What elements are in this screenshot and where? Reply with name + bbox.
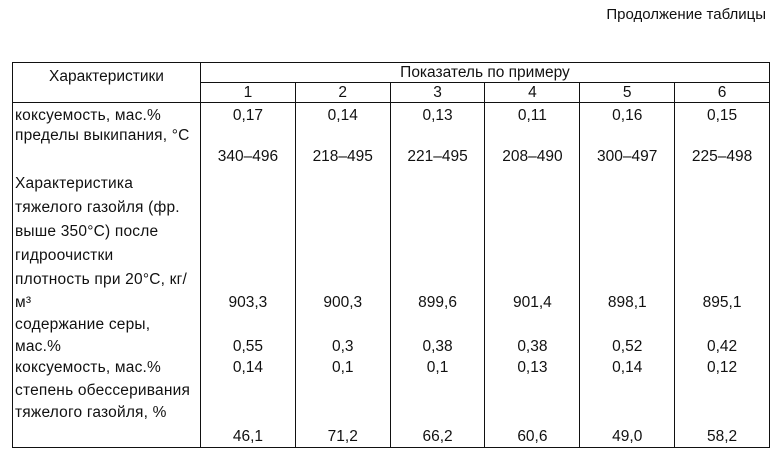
cell (389, 171, 486, 268)
continuation-caption: Продолжение таблицы (606, 6, 766, 23)
table-row: содержание серы, мас.% 0,55 0,3 0,38 0,3… (12, 313, 770, 358)
cell: 903,3 (200, 267, 296, 314)
cell: 0,38 (484, 313, 581, 358)
cell: 0,38 (389, 313, 486, 358)
cell (484, 171, 581, 268)
cell: 0,12 (674, 357, 770, 380)
cell: 0,1 (389, 357, 486, 380)
header-col-6: 6 (674, 82, 770, 103)
cell: 0,11 (484, 102, 581, 126)
cell: 208–490 (484, 125, 581, 172)
cell: 218–495 (294, 125, 391, 172)
table-row: Характеристика тяжелого газойля (фр. выш… (12, 171, 770, 268)
cell: 221–495 (389, 125, 486, 172)
row-label: Характеристика тяжелого газойля (фр. выш… (12, 171, 201, 268)
cell: 900,3 (294, 267, 391, 314)
cell: 0,52 (579, 313, 676, 358)
cell: 66,2 (389, 379, 486, 448)
table-row: коксуемость, мас.% 0,17 0,14 0,13 0,11 0… (12, 102, 770, 126)
cell: 0,15 (674, 102, 770, 126)
cell: 60,6 (484, 379, 581, 448)
table-row: степень обессеривания тяжелого газойля, … (12, 379, 770, 448)
header-group: Показатель по примеру (200, 62, 770, 83)
cell (579, 171, 676, 268)
cell: 0,17 (200, 102, 296, 126)
cell: 71,2 (294, 379, 391, 448)
cell: 0,1 (294, 357, 391, 380)
cell: 0,14 (294, 102, 391, 126)
cell: 0,42 (674, 313, 770, 358)
cell: 0,55 (200, 313, 296, 358)
cell: 899,6 (389, 267, 486, 314)
table-row: пределы выкипания, °С 340–496 218–495 22… (12, 125, 770, 172)
row-label: содержание серы, мас.% (12, 313, 201, 358)
cell: 49,0 (579, 379, 676, 448)
cell: 0,14 (579, 357, 676, 380)
header-col-4: 4 (484, 82, 581, 103)
row-label: коксуемость, мас.% (12, 357, 201, 380)
cell: 300–497 (579, 125, 676, 172)
row-label: степень обессеривания тяжелого газойля, … (12, 379, 201, 448)
header-col-3: 3 (389, 82, 486, 103)
row-label: коксуемость, мас.% (12, 102, 201, 126)
cell: 46,1 (200, 379, 296, 448)
cell (200, 171, 296, 268)
cell: 895,1 (674, 267, 770, 314)
cell: 58,2 (674, 379, 770, 448)
cell: 0,13 (484, 357, 581, 380)
header-col-1: 1 (200, 82, 296, 103)
cell: 898,1 (579, 267, 676, 314)
cell: 340–496 (200, 125, 296, 172)
cell: 901,4 (484, 267, 581, 314)
table-row: плотность при 20°С, кг/м³ 903,3 900,3 89… (12, 267, 770, 314)
header-col-5: 5 (579, 82, 676, 103)
row-label: пределы выкипания, °С (12, 125, 201, 172)
row-label: плотность при 20°С, кг/м³ (12, 267, 201, 314)
header-characteristics: Характеристики (12, 62, 201, 103)
cell: 0,14 (200, 357, 296, 380)
table-row: коксуемость, мас.% 0,14 0,1 0,1 0,13 0,1… (12, 357, 770, 380)
cell: 0,13 (389, 102, 486, 126)
cell: 225–498 (674, 125, 770, 172)
header-col-2: 2 (294, 82, 391, 103)
cell (294, 171, 391, 268)
cell: 0,16 (579, 102, 676, 126)
cell (674, 171, 770, 268)
cell: 0,3 (294, 313, 391, 358)
data-table: Характеристики Показатель по примеру 1 2… (12, 62, 770, 448)
